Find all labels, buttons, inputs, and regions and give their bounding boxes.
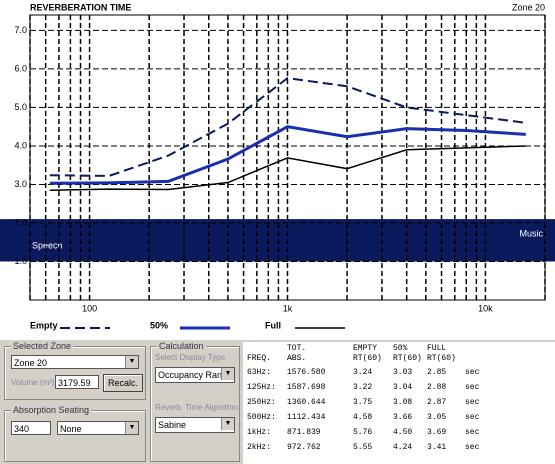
table-cell: 2.88 <box>427 383 447 392</box>
legend-label: Full <box>265 320 281 330</box>
dropdown-arrow: ▼ <box>221 418 234 430</box>
table-cell: 3.41 <box>427 443 447 452</box>
table-cell: sec <box>465 428 480 437</box>
table-cell: 1576.580 <box>287 368 326 377</box>
table-cell: 2.85 <box>427 368 447 377</box>
zone-value: Zone 20 <box>14 358 48 368</box>
x-tick-label: 10k <box>478 303 493 313</box>
table-cell: 2.87 <box>427 398 447 407</box>
volume-label: Volume (m³) <box>11 378 55 387</box>
header-cell: EMPTY <box>353 344 378 353</box>
volume-field[interactable]: 3179.59 <box>55 375 99 389</box>
band-label: Music <box>519 229 543 239</box>
seat-count[interactable]: 340 <box>11 421 51 435</box>
table-cell: 3.69 <box>427 428 447 437</box>
group-title: Selected Zone <box>11 341 74 351</box>
table-cell: 125Hz: <box>247 383 276 392</box>
header-cell: FREQ. <box>247 354 272 363</box>
algo-value: Sabine <box>158 420 187 430</box>
results-table: TOT. EMPTY 50% FULL FREQ. ABS. RT(60) RT(60) RT(… <box>243 342 555 464</box>
table-cell: 4.58 <box>353 413 373 422</box>
table-cell: 3.03 <box>393 368 413 377</box>
table-cell: 3.22 <box>353 383 373 392</box>
series-line <box>49 77 526 177</box>
y-tick-label: 3.0 <box>14 179 27 189</box>
zone-group: Selected Zone Zone 20 ▼ Volume (m³) 3179.… <box>4 341 146 400</box>
table-cell: 4.24 <box>393 443 413 452</box>
table-cell: 1kHz: <box>247 428 272 437</box>
table-cell: 2kHz: <box>247 443 272 452</box>
band <box>0 219 555 262</box>
y-tick-label: 6.0 <box>14 63 27 73</box>
dropdown-arrow: ▼ <box>125 356 138 368</box>
seating-group: Absorption Seating 340 None ▼ <box>4 405 146 462</box>
control-panel: Selected Zone Zone 20 ▼ Volume (m³) 3179.… <box>0 340 555 464</box>
legend-label: Empty <box>30 320 58 330</box>
recalc-button[interactable]: Recalc. <box>103 374 143 392</box>
table-cell: 3.66 <box>393 413 413 422</box>
header-cell: FULL <box>427 344 447 353</box>
table-cell: 3.24 <box>353 368 373 377</box>
chart-title: REVERBERATION TIME <box>30 2 131 12</box>
table-cell: 4.50 <box>393 428 413 437</box>
zone-label: Zone 20 <box>512 2 545 12</box>
table-cell: sec <box>465 443 480 452</box>
header-cell: RT(60) <box>353 354 382 363</box>
table-cell: 1360.644 <box>287 398 326 407</box>
table-cell: 1112.434 <box>287 413 326 422</box>
table-cell: 63Hz: <box>247 368 272 377</box>
series-line <box>49 145 526 191</box>
y-tick-label: 2.0 <box>14 217 27 227</box>
header-cell: RT(60) <box>393 354 422 363</box>
zone-combo[interactable]: Zone 20 ▼ <box>11 355 139 369</box>
calc-group: Calculation Select Display Type Occupanc… <box>150 341 240 462</box>
table-cell: sec <box>465 368 480 377</box>
seat-type: None <box>60 424 82 434</box>
y-tick-label: 7.0 <box>14 25 27 35</box>
display-value: Occupancy Range <box>158 370 233 380</box>
table-cell: sec <box>465 383 480 392</box>
header-cell: TOT. <box>287 344 307 353</box>
algo-combo[interactable]: Sabine ▼ <box>155 417 235 433</box>
header-cell: 50% <box>393 344 408 353</box>
x-tick-label: 1k <box>283 303 293 313</box>
display-combo[interactable]: Occupancy Range ▼ <box>155 367 235 383</box>
display-label: Select Display Type <box>155 353 226 362</box>
table-cell: 250Hz: <box>247 398 276 407</box>
table-cell: 3.04 <box>393 383 413 392</box>
header-cell: RT(60) <box>427 354 456 363</box>
table-cell: 871.839 <box>287 428 321 437</box>
dropdown-arrow: ▼ <box>221 368 234 380</box>
algo-label: Reverb. Time Algorithm <box>155 403 239 412</box>
dropdown-arrow: ▼ <box>125 422 138 434</box>
table-cell: sec <box>465 413 480 422</box>
x-tick-label: 100 <box>82 303 97 313</box>
header-cell: ABS. <box>287 354 307 363</box>
group-title: Absorption Seating <box>11 405 92 415</box>
table-cell: 972.762 <box>287 443 321 452</box>
seat-type-combo[interactable]: None ▼ <box>57 421 139 435</box>
y-tick-label: 4.0 <box>14 140 27 150</box>
y-tick-label: 5.0 <box>14 102 27 112</box>
table-cell: 500Hz: <box>247 413 276 422</box>
table-cell: 3.05 <box>427 413 447 422</box>
table-cell: 3.08 <box>393 398 413 407</box>
table-cell: sec <box>465 398 480 407</box>
series-line <box>49 125 526 185</box>
legend-label: 50% <box>150 320 168 330</box>
table-cell: 3.75 <box>353 398 373 407</box>
chart: REVERBERATION TIME Zone 20 Speech Music 1.… <box>0 2 555 330</box>
band-label: Speech <box>32 241 63 251</box>
table-cell: 5.76 <box>353 428 373 437</box>
table-cell: 5.55 <box>353 443 373 452</box>
y-tick-label: 1.0 <box>14 256 27 266</box>
table-cell: 1587.698 <box>287 383 326 392</box>
group-title: Calculation <box>157 341 206 351</box>
